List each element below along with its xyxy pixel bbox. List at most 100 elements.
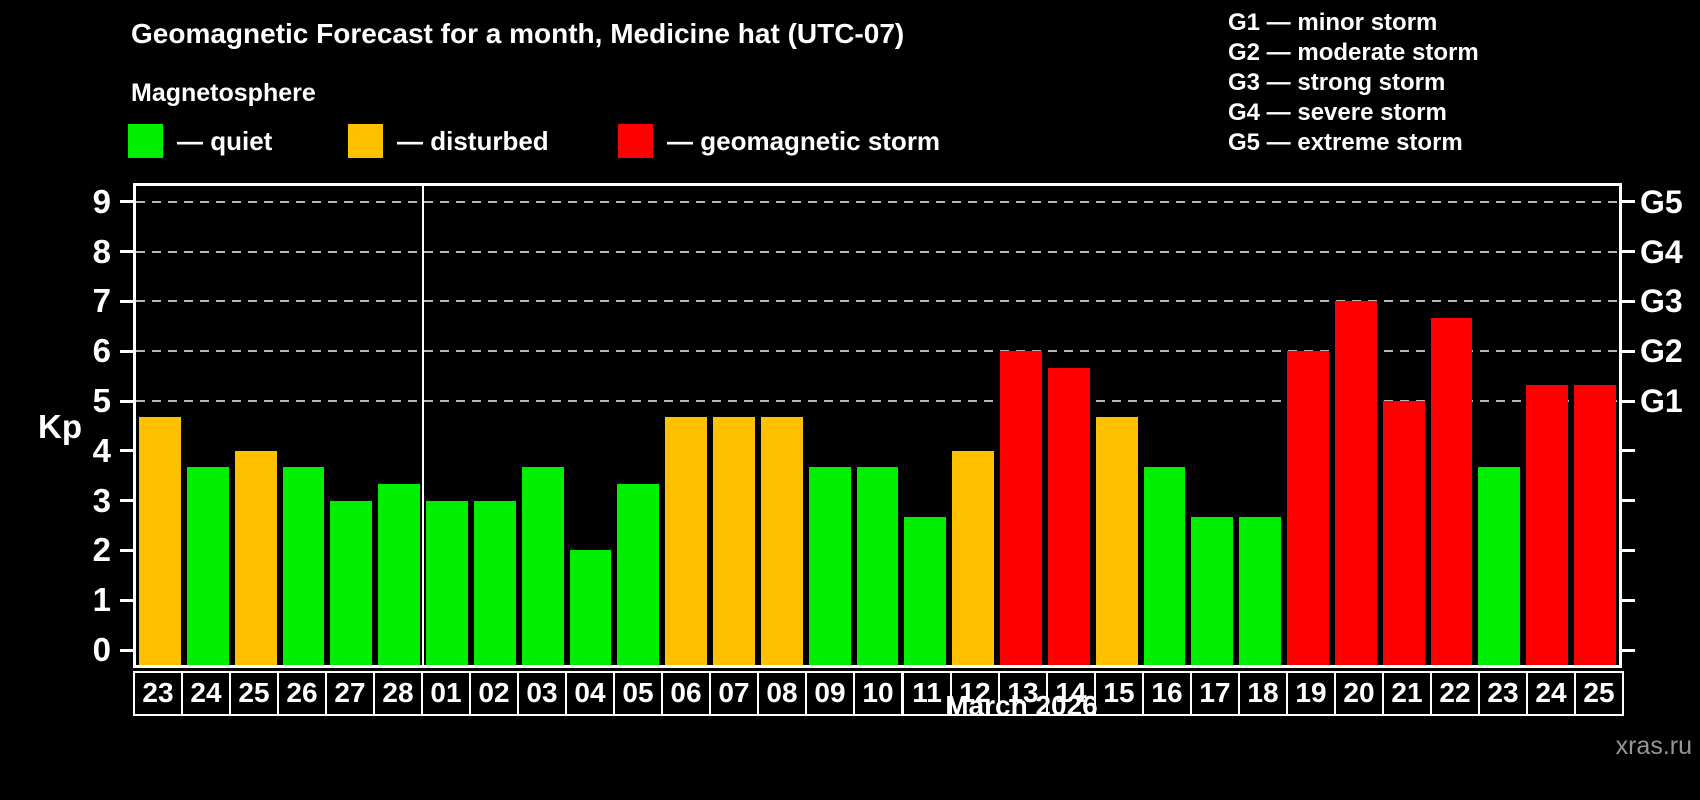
kp-bar-day-24 [1526, 384, 1569, 665]
chart-subtitle: Magnetosphere [131, 79, 316, 107]
y-tick-label: 2 [92, 531, 111, 569]
day-label-cell: 02 [469, 671, 519, 716]
kp-bar-day-21 [1382, 401, 1425, 665]
kp-bar-day-01 [426, 500, 468, 665]
kp-bar-day-13 [1000, 351, 1042, 665]
legend-item-quiet: — quiet [128, 124, 272, 158]
kp-bar-day-04 [569, 550, 612, 665]
day-label-cell: 24 [181, 671, 231, 716]
kp-bar-day-23 [139, 417, 181, 665]
right-axis-tick [1622, 598, 1635, 602]
y-tick-label: 4 [92, 431, 111, 469]
day-label-cell: 22 [1430, 671, 1480, 716]
day-label-cell: 06 [661, 671, 711, 716]
right-axis-tick [1622, 299, 1635, 303]
y-axis-tick [120, 548, 133, 552]
y-axis-tick [120, 598, 133, 602]
kp-bar-day-23 [1478, 467, 1521, 665]
day-label-cell: 09 [805, 671, 855, 716]
legend-item-label: — geomagnetic storm [667, 125, 941, 156]
y-axis-tick [120, 349, 133, 353]
right-axis-tick [1622, 499, 1635, 503]
legend-item-storm: — geomagnetic storm [618, 124, 940, 158]
kp-bar-day-14 [1047, 367, 1090, 665]
gridline-kp-5 [136, 400, 1619, 402]
day-label-cell: 20 [1334, 671, 1384, 716]
right-axis-tick [1622, 648, 1635, 652]
month-label: March 2026 [945, 690, 1098, 721]
legend-item-label: — disturbed [397, 125, 549, 156]
kp-bar-day-08 [760, 417, 803, 665]
day-label-cell: 19 [1286, 671, 1336, 716]
kp-bar-day-26 [282, 467, 325, 665]
kp-bar-day-16 [1143, 467, 1186, 665]
day-label-cell: 24 [1526, 671, 1576, 716]
kp-bar-day-24 [186, 467, 229, 665]
day-label-cell: 05 [613, 671, 663, 716]
kp-bar-day-09 [808, 467, 851, 665]
month-separator-line [422, 186, 425, 665]
right-axis-tick [1622, 399, 1635, 403]
kp-bar-day-27 [330, 500, 373, 665]
day-label-cell: 26 [277, 671, 327, 716]
g-scale-legend: G1 — minor storm G2 — moderate storm G3 — … [1228, 8, 1479, 158]
y-axis-tick [120, 250, 133, 254]
legend-item-label: — quiet [177, 125, 273, 156]
g-tick-label-g5: G5 [1640, 183, 1683, 220]
right-axis-tick [1622, 349, 1635, 353]
y-axis-tick [120, 499, 133, 503]
y-tick-label: 7 [92, 282, 111, 320]
y-tick-label: 6 [92, 332, 111, 370]
gridline-kp-8 [136, 250, 1619, 253]
g-tick-label-g1: G1 [1640, 383, 1683, 419]
day-label-cell: 27 [325, 671, 375, 716]
y-axis-label: Kp [38, 408, 82, 445]
kp-bar-day-07 [713, 417, 755, 665]
day-label-cell: 28 [373, 671, 423, 716]
gridline-kp-9 [136, 200, 1619, 203]
g-scale-legend-line: G5 — extreme storm [1228, 129, 1463, 156]
kp-bar-day-02 [473, 500, 516, 665]
y-tick-label: 5 [92, 382, 111, 419]
y-tick-label: 8 [92, 232, 111, 270]
right-axis-tick [1622, 449, 1635, 453]
y-tick-label: 3 [92, 481, 111, 519]
right-axis-tick [1622, 200, 1635, 204]
y-tick-label: 9 [92, 182, 111, 220]
day-label-cell: 11 [902, 671, 952, 716]
plot-area [133, 183, 1622, 668]
right-axis-tick [1622, 548, 1635, 552]
gridline-kp-6 [136, 350, 1619, 353]
y-axis-tick [120, 399, 133, 403]
kp-bar-day-06 [665, 417, 708, 665]
kp-bar-day-15 [1095, 417, 1138, 665]
day-label-cell: 23 [133, 671, 183, 716]
disturbed-color-swatch-icon [348, 124, 383, 158]
day-label-cell: 01 [421, 671, 471, 716]
kp-bar-day-12 [952, 450, 995, 665]
y-tick-label: 1 [92, 581, 111, 619]
y-axis-tick [120, 449, 133, 453]
kp-bar-day-11 [904, 517, 947, 665]
g-scale-legend-line: G2 — moderate storm [1228, 39, 1479, 66]
kp-bar-day-17 [1191, 517, 1234, 665]
y-axis-tick [120, 648, 133, 652]
day-label-cell: 25 [1574, 671, 1624, 716]
y-axis-tick [120, 200, 133, 204]
g-tick-label-g3: G3 [1640, 283, 1683, 320]
watermark: xras.ru [1615, 732, 1692, 760]
right-axis-tick [1622, 250, 1635, 254]
kp-bar-day-25 [234, 450, 277, 665]
kp-bar-day-10 [856, 467, 899, 665]
day-label-cell: 18 [1238, 671, 1288, 716]
day-label-cell: 12 [950, 671, 1000, 716]
y-tick-label: 0 [92, 631, 111, 668]
day-label-cell: 16 [1142, 671, 1192, 716]
g-scale-legend-line: G1 — minor storm [1228, 9, 1438, 36]
y-axis-tick [120, 299, 133, 303]
day-label-cell: 15 [1094, 671, 1144, 716]
kp-bar-day-22 [1430, 317, 1473, 665]
g-tick-label-g2: G2 [1640, 333, 1683, 370]
g-tick-label-g4: G4 [1640, 233, 1683, 270]
